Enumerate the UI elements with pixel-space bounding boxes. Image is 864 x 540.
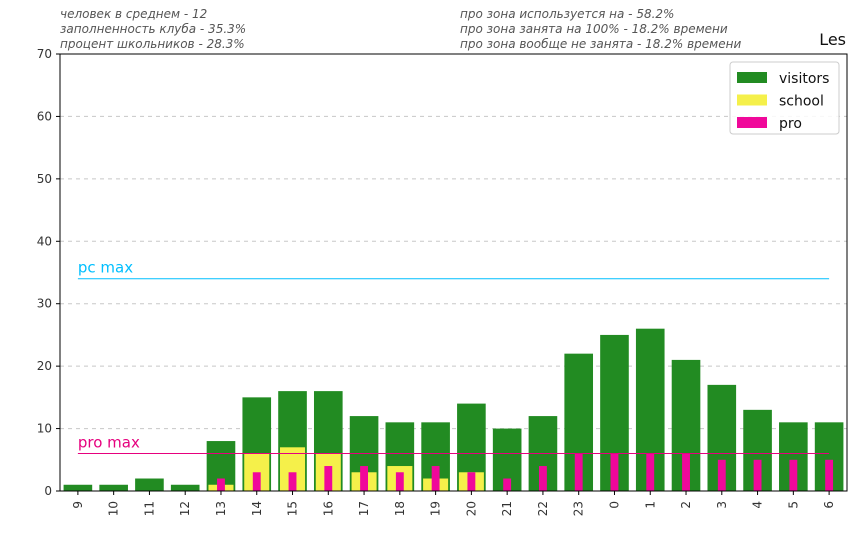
y-tick-label: 50 [37, 172, 52, 186]
bar-visitors [99, 484, 128, 491]
legend-label-pro: pro [779, 116, 802, 132]
bar-pro [789, 459, 798, 491]
grid [60, 115, 847, 430]
x-tick-label: 14 [250, 501, 264, 516]
x-tick-label: 18 [393, 501, 407, 516]
legend-label-visitors: visitors [779, 71, 829, 87]
x-tick-label: 4 [751, 501, 765, 509]
y-tick-label: 30 [37, 297, 52, 311]
x-tick-label: 0 [607, 501, 621, 509]
bar-pro [217, 478, 225, 491]
stat-club-occupancy: заполненность клуба - 35.3% [60, 22, 246, 36]
y-tick-label: 40 [37, 234, 52, 248]
stat-pro-usage: про зона используется на - 58.2% [460, 7, 674, 21]
chart-title: Les [819, 30, 846, 49]
reference-line-label: pc max [78, 259, 133, 277]
bar-pro [324, 466, 333, 491]
bar-visitors [63, 484, 93, 491]
x-tick-label: 23 [572, 501, 586, 516]
legend-swatch-pro [737, 117, 767, 128]
x-tick-label: 20 [464, 501, 478, 516]
x-tick-label: 2 [679, 501, 693, 509]
y-tick-label: 10 [37, 422, 52, 436]
bar-visitors [170, 484, 200, 491]
x-tick-label: 16 [321, 501, 335, 516]
x-tick-label: 15 [286, 501, 300, 516]
reference-lines: pc max pro max [77, 259, 830, 455]
series-visitors [63, 328, 844, 491]
bar-pro [646, 453, 655, 491]
x-tick-label: 22 [536, 501, 550, 516]
bar-pro [252, 472, 261, 491]
bar-visitors [135, 478, 164, 491]
y-tick-label: 0 [44, 484, 52, 498]
x-tick-label: 1 [643, 501, 657, 509]
bar-pro [753, 459, 762, 491]
x-tick-label: 13 [214, 501, 228, 516]
x-tick-label: 19 [429, 501, 443, 516]
bar-pro [682, 453, 690, 491]
stat-avg-people: человек в среднем - 12 [60, 7, 207, 21]
bar-pro [431, 466, 440, 491]
bar-pro [360, 466, 369, 491]
bar-pro [574, 453, 583, 491]
y-tick-label: 20 [37, 359, 52, 373]
x-tick-label: 11 [142, 501, 156, 516]
bar-pro [825, 459, 834, 491]
bar-pro [610, 453, 619, 491]
x-tick-label: 9 [71, 501, 85, 509]
x-tick-label: 5 [786, 501, 800, 509]
y-tick-label: 70 [37, 47, 52, 61]
bar-pro [538, 466, 547, 491]
reference-line-label: pro max [78, 434, 140, 452]
x-tick-label: 10 [107, 501, 121, 516]
y-tick-label: 60 [37, 109, 52, 123]
bar-pro [717, 459, 726, 491]
series-pro [217, 453, 834, 491]
x-tick-label: 3 [715, 501, 729, 509]
bar-pro [503, 478, 512, 491]
x-tick-label: 6 [822, 501, 836, 509]
stat-pro-full: про зона занята на 100% - 18.2% времени [460, 22, 728, 36]
legend-label-school: school [779, 94, 824, 110]
x-tick-label: 12 [178, 501, 192, 516]
legend-swatch-visitors [737, 72, 767, 83]
stat-school-percent: процент школьников - 28.3% [60, 37, 245, 51]
x-tick-label: 21 [500, 501, 514, 516]
stats-left: человек в среднем - 12 заполненность клу… [60, 7, 246, 51]
stats-right: про зона используется на - 58.2% про зон… [460, 7, 741, 51]
bar-pro [467, 472, 476, 491]
bar-pro [288, 472, 297, 491]
legend-swatch-school [737, 94, 767, 106]
stat-pro-empty: про зона вообще не занята - 18.2% времен… [460, 37, 741, 51]
bar-pro [395, 472, 404, 491]
x-tick-label: 17 [357, 501, 371, 516]
plot-frame [59, 53, 848, 492]
legend: visitors school pro [729, 61, 840, 135]
